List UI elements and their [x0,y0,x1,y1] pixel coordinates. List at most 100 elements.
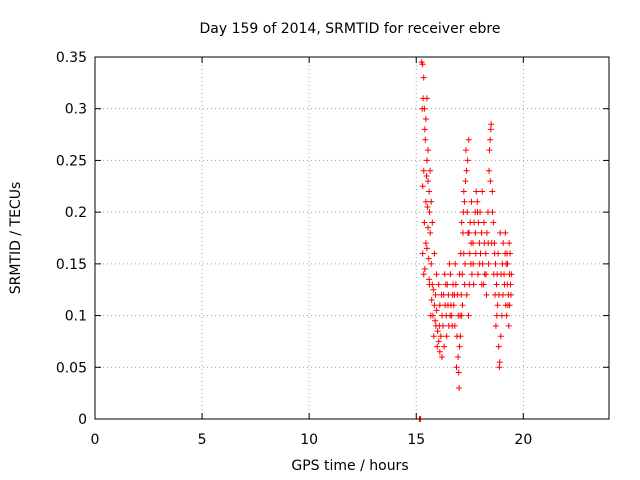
data-point-111 [494,302,501,309]
data-point-137 [435,281,442,288]
data-point-79 [465,136,472,143]
data-point-89 [473,188,480,195]
data-point-42 [435,338,442,345]
data-point-156 [470,281,477,288]
data-point-177 [427,312,434,319]
data-point-202 [493,312,500,319]
data-point-75 [462,178,469,185]
data-point-150 [460,250,467,257]
data-point-44 [436,348,443,355]
data-point-197 [483,271,490,278]
y-axis-label: SRMTID / TECUs [8,182,24,295]
data-point-18 [424,203,431,210]
data-point-76 [463,167,470,174]
data-point-33 [432,291,439,298]
data-point-136 [433,271,440,278]
data-point-53 [447,271,454,278]
data-point-45 [438,353,445,360]
data-point-158 [474,271,481,278]
data-point-125 [507,281,514,288]
data-point-12 [420,167,427,174]
grid-lines [95,57,609,419]
data-point-63 [456,384,463,391]
data-point-7 [421,105,428,112]
data-point-104 [487,126,494,133]
data-point-192 [472,229,479,236]
y-tick-label-0: 0 [78,412,87,428]
data-point-174 [506,240,513,247]
data-point-40 [434,328,441,335]
data-point-105 [486,147,493,154]
data-point-176 [426,281,433,288]
data-point-179 [438,291,445,298]
data-point-163 [485,260,492,267]
data-point-23 [422,240,429,247]
data-point-146 [452,260,459,267]
y-tick-label-2: 0.1 [65,309,87,325]
data-point-187 [459,302,466,309]
data-point-178 [436,322,443,329]
x-tick-label-4: 20 [514,432,532,448]
data-point-71 [458,219,465,226]
data-point-54 [446,260,453,267]
data-point-148 [456,271,463,278]
data-point-82 [466,250,473,257]
data-point-170 [499,260,506,267]
x-tick-label-2: 10 [300,432,318,448]
y-tick-label-6: 0.3 [65,102,87,118]
chart-title: Day 159 of 2014, SRMTID for receiver ebr… [200,21,501,37]
data-point-38 [432,317,439,324]
data-point-190 [468,240,475,247]
data-point-9 [421,126,428,133]
data-point-4 [420,74,427,81]
data-point-20 [421,219,428,226]
data-point-204 [498,271,505,278]
data-point-145 [450,281,457,288]
data-point-193 [474,209,481,216]
data-point-110 [493,281,500,288]
y-tick-label-3: 0.15 [56,257,87,273]
data-point-10 [422,136,429,143]
data-point-35 [431,302,438,309]
data-point-21 [425,224,432,231]
data-point-180 [442,281,449,288]
data-point-64 [453,364,460,371]
data-point-157 [472,250,479,257]
data-point-61 [455,353,462,360]
data-point-11 [423,157,430,164]
data-point-198 [485,240,492,247]
data-point-182 [447,312,454,319]
data-point-19 [426,209,433,216]
data-point-138 [436,302,443,309]
data-point-128 [505,322,512,329]
data-point-139 [438,312,445,319]
data-point-30 [426,276,433,283]
data-point-109 [492,260,499,267]
data-point-115 [496,364,503,371]
data-point-183 [449,322,456,329]
data-point-112 [492,322,499,329]
data-point-188 [461,281,468,288]
data-point-155 [468,198,475,205]
data-point-62 [455,369,462,376]
data-point-195 [478,281,485,288]
data-point-194 [476,260,483,267]
data-point-127 [503,312,510,319]
data-point-181 [444,302,451,309]
data-point-15 [419,183,426,190]
data-point-203 [495,291,502,298]
data-point-46 [441,343,448,350]
data-point-77 [464,157,471,164]
data-point-206 [502,229,509,236]
data-point-28 [421,266,428,273]
data-point-36 [433,307,440,314]
data-point-114 [496,359,503,366]
data-point-152 [463,291,470,298]
data-point-29 [420,271,427,278]
data-points [416,59,515,422]
data-point-78 [462,147,469,154]
y-tick-label-1: 0.05 [56,360,87,376]
data-point-47 [437,333,444,340]
